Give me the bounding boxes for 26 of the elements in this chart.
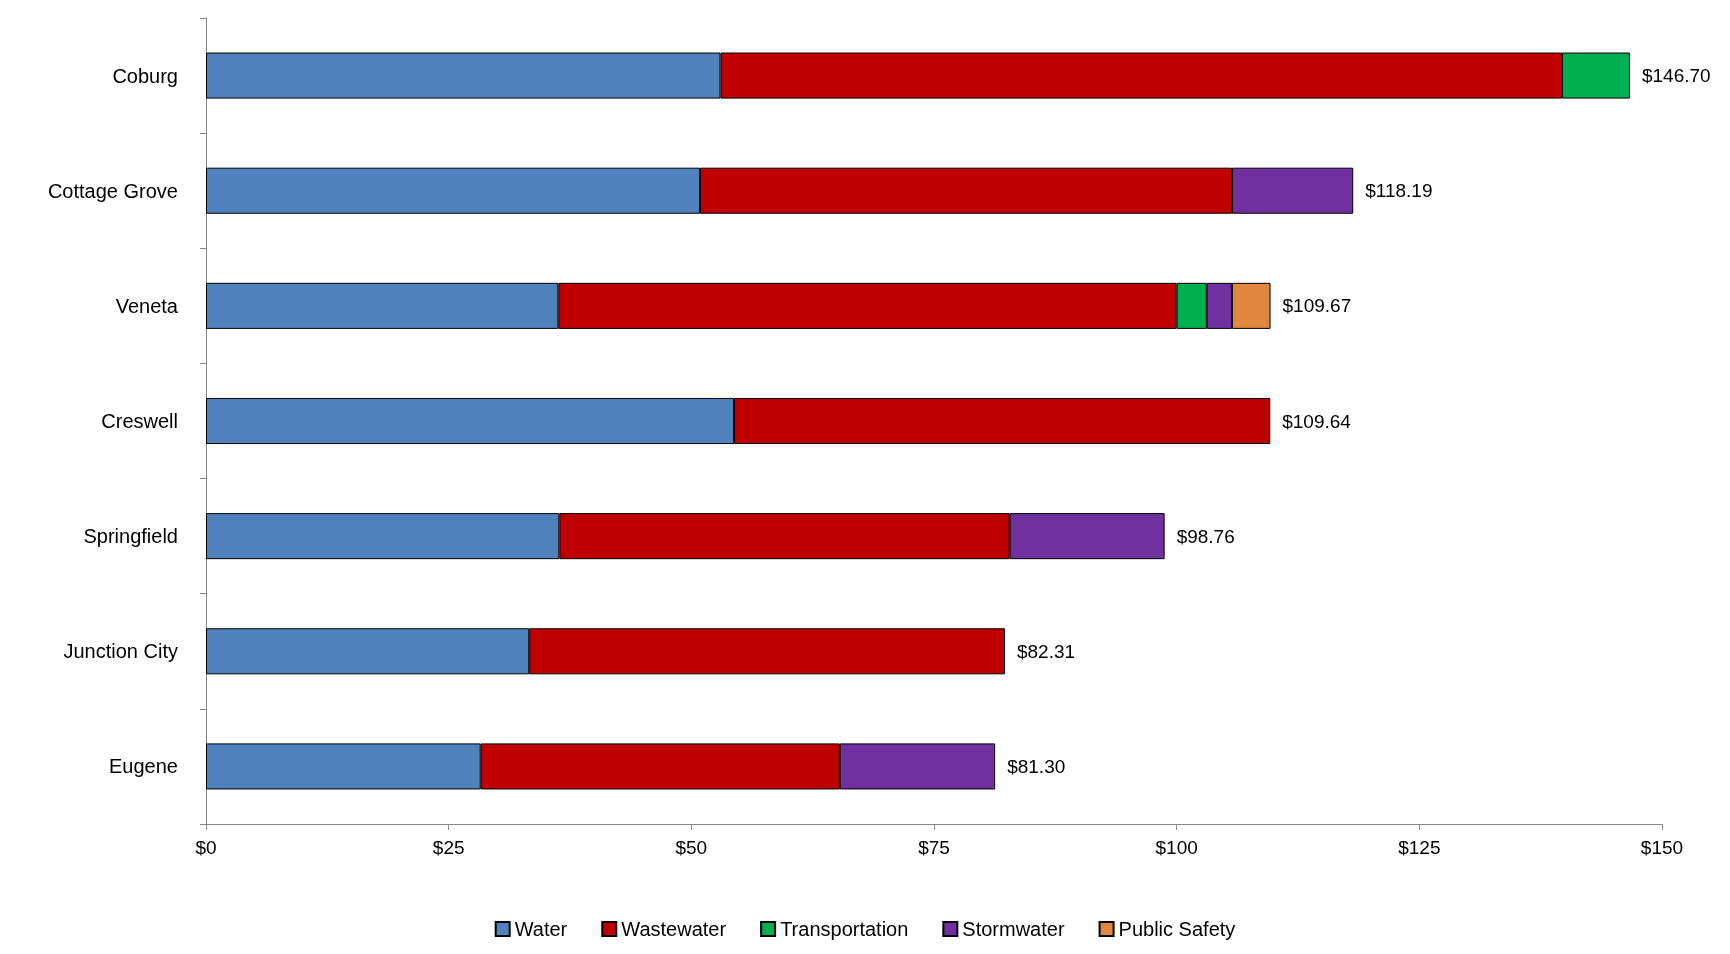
total-label: $109.67 bbox=[1282, 295, 1352, 317]
y-tick-label: Creswell bbox=[101, 410, 178, 432]
legend-label: Transportation bbox=[780, 918, 909, 940]
x-tick-label: $0 bbox=[195, 837, 217, 858]
total-label: $98.76 bbox=[1176, 525, 1235, 547]
y-tick-label: Coburg bbox=[112, 64, 178, 87]
x-tick-label: $25 bbox=[432, 837, 465, 858]
y-tick-label: Veneta bbox=[115, 294, 179, 317]
x-tick-label: $150 bbox=[1640, 837, 1684, 858]
total-label: $81.30 bbox=[1007, 755, 1066, 777]
total-label: $118.19 bbox=[1365, 180, 1433, 202]
legend-label: Wastewater bbox=[621, 918, 727, 940]
legend-label: Stormwater bbox=[962, 918, 1065, 940]
y-tick-label: Cottage Grove bbox=[47, 179, 178, 202]
x-tick-label: $50 bbox=[675, 837, 708, 858]
total-label: $109.64 bbox=[1282, 410, 1352, 432]
legend-label: Public Safety bbox=[1118, 918, 1236, 940]
y-tick-label: Eugene bbox=[109, 755, 178, 778]
y-tick-label: Springfield bbox=[83, 525, 178, 548]
y-tick-label: Junction City bbox=[63, 640, 178, 663]
legend-label: Water bbox=[514, 918, 568, 940]
x-tick-label: $75 bbox=[918, 837, 950, 858]
x-tick-label: $125 bbox=[1398, 837, 1441, 858]
total-label: $82.31 bbox=[1016, 640, 1076, 662]
total-label: $146.70 bbox=[1641, 65, 1711, 87]
x-tick-label: $100 bbox=[1155, 837, 1198, 858]
